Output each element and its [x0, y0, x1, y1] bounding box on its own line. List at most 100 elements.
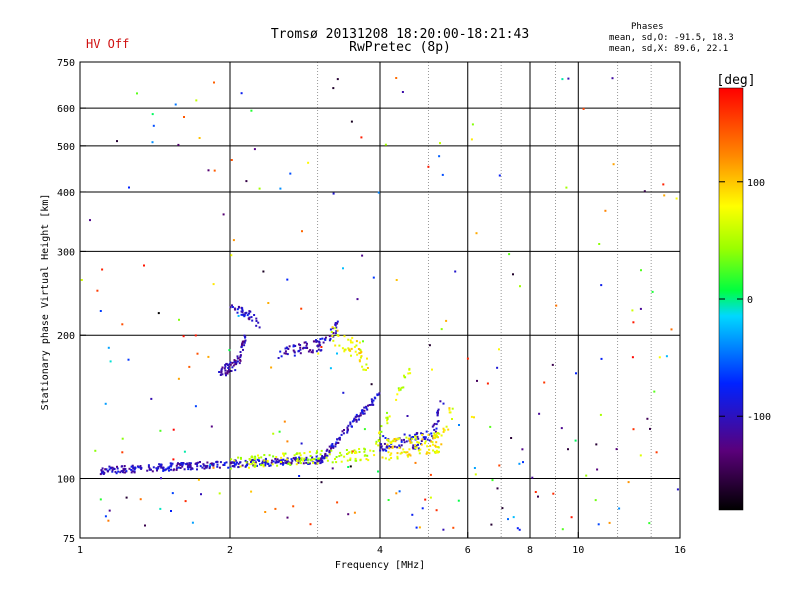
data-point [350, 347, 353, 350]
data-point [262, 463, 265, 466]
data-point [272, 455, 275, 458]
data-point [244, 465, 247, 468]
data-point [212, 466, 215, 469]
data-point [281, 461, 284, 464]
data-point [350, 354, 352, 357]
data-point [351, 451, 353, 454]
data-point [425, 430, 428, 433]
data-point [160, 466, 163, 469]
data-point [670, 328, 673, 331]
data-point [321, 455, 324, 457]
data-point [329, 367, 332, 370]
hv-status: HV Off [86, 37, 130, 51]
data-point [451, 418, 453, 420]
data-point [408, 367, 411, 370]
data-point [320, 481, 323, 484]
data-point [363, 406, 366, 409]
data-point [340, 454, 343, 457]
data-point [458, 424, 460, 426]
data-point [302, 347, 304, 350]
data-point [543, 381, 546, 384]
data-point [298, 456, 301, 459]
data-point [324, 453, 327, 456]
data-point [121, 470, 124, 472]
data-point [302, 459, 305, 462]
data-point [266, 459, 269, 462]
data-point [354, 450, 357, 453]
data-point [264, 460, 267, 463]
data-point [125, 470, 128, 473]
data-point [646, 417, 649, 420]
data-point [204, 465, 207, 468]
data-point [347, 424, 350, 427]
data-point [109, 360, 112, 363]
data-point [334, 458, 336, 460]
data-point [229, 363, 232, 366]
data-point [561, 528, 564, 531]
data-point [381, 448, 384, 451]
data-point [435, 435, 438, 438]
data-point [177, 143, 180, 146]
data-point [289, 172, 292, 175]
data-point [356, 353, 359, 356]
data-point [257, 321, 260, 324]
data-point [387, 440, 390, 443]
data-point [338, 455, 341, 458]
data-point [351, 341, 354, 344]
data-point [424, 498, 427, 501]
data-point [328, 445, 331, 448]
data-point [243, 314, 246, 317]
data-point [171, 492, 174, 495]
data-point [353, 511, 356, 514]
data-point [432, 424, 435, 427]
data-point [417, 441, 420, 444]
data-point [200, 493, 202, 496]
data-point [227, 364, 229, 367]
data-point [236, 355, 239, 358]
data-point [183, 116, 185, 118]
data-point [560, 427, 563, 430]
data-point [245, 461, 248, 464]
data-point [102, 470, 105, 473]
data-point [363, 412, 366, 415]
data-point [324, 336, 327, 339]
data-point [243, 340, 246, 343]
data-point [403, 433, 406, 436]
data-point [346, 453, 348, 455]
data-point [417, 443, 419, 446]
data-point [391, 445, 394, 448]
data-point [658, 356, 661, 359]
data-point [286, 516, 289, 519]
data-point [470, 138, 473, 141]
data-point [282, 458, 285, 461]
data-point [221, 373, 224, 376]
data-point [222, 464, 225, 466]
data-point [305, 461, 308, 464]
data-point [319, 462, 322, 465]
data-point [225, 374, 227, 377]
data-point [198, 137, 201, 139]
data-point [386, 418, 389, 421]
data-point [241, 309, 244, 312]
data-point [355, 340, 358, 343]
data-point [349, 459, 352, 461]
data-point [116, 467, 119, 470]
data-point [387, 499, 390, 501]
data-point [277, 357, 280, 359]
data-point [170, 510, 172, 512]
data-point [342, 432, 345, 435]
data-point [305, 458, 308, 461]
data-point [257, 454, 259, 457]
data-point [435, 509, 438, 512]
data-point [512, 273, 514, 276]
data-point [201, 466, 204, 469]
data-point [394, 440, 397, 443]
data-point [233, 307, 236, 310]
data-point [612, 163, 615, 166]
data-point [448, 408, 451, 411]
data-point [445, 425, 448, 428]
y-axis: 75 100 200 300 400 500 600 750 [57, 58, 86, 545]
data-point [555, 304, 558, 307]
data-point [363, 447, 366, 450]
